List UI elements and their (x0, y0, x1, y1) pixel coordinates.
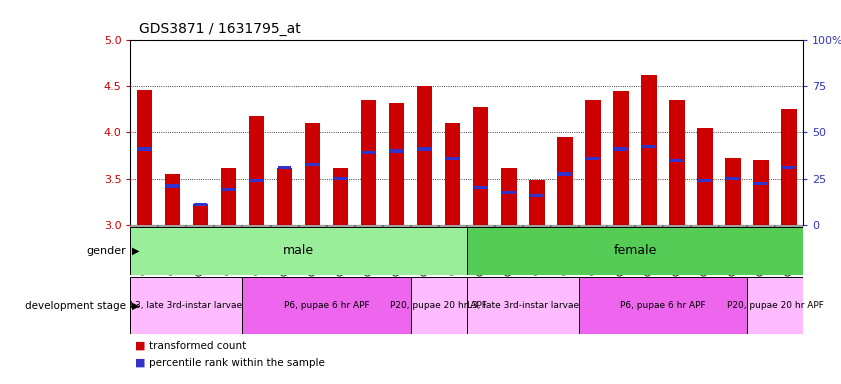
Bar (242, 225, 271, 227)
Bar (529, 180, 544, 225)
Bar (445, 123, 460, 225)
Bar (214, 225, 242, 227)
Bar (558, 172, 572, 175)
Bar (747, 225, 775, 227)
Bar (304, 123, 320, 225)
Text: male: male (283, 245, 315, 257)
Bar (551, 225, 579, 227)
Text: P20, pupae 20 hr APF: P20, pupae 20 hr APF (390, 301, 487, 310)
Bar (747, 277, 803, 334)
Bar (473, 107, 489, 225)
Bar (410, 277, 467, 334)
Bar (383, 225, 410, 227)
Bar (719, 225, 747, 227)
Bar (557, 137, 573, 225)
Text: female: female (613, 245, 657, 257)
Bar (136, 90, 152, 225)
Bar (130, 227, 467, 275)
Bar (502, 191, 516, 194)
Bar (607, 225, 635, 227)
Bar (467, 277, 579, 334)
Bar (586, 157, 600, 160)
Bar (362, 151, 376, 154)
Bar (305, 163, 320, 166)
Text: gender: gender (87, 246, 126, 256)
Bar (467, 227, 803, 275)
Text: L3, late 3rd-instar larvae: L3, late 3rd-instar larvae (130, 301, 242, 310)
Bar (165, 174, 180, 225)
Bar (691, 225, 719, 227)
Bar (193, 203, 208, 206)
Bar (635, 225, 663, 227)
Bar (389, 103, 405, 225)
Bar (389, 149, 404, 152)
Bar (193, 204, 208, 225)
Bar (530, 194, 544, 197)
Text: percentile rank within the sample: percentile rank within the sample (149, 358, 325, 368)
Bar (439, 225, 467, 227)
Bar (670, 159, 684, 162)
Bar (410, 225, 439, 227)
Text: GDS3871 / 1631795_at: GDS3871 / 1631795_at (139, 23, 300, 36)
Bar (641, 75, 657, 225)
Bar (754, 182, 768, 185)
Bar (473, 186, 488, 189)
Bar (334, 177, 347, 180)
Bar (775, 225, 803, 227)
Bar (467, 225, 495, 227)
Text: P6, pupae 6 hr APF: P6, pupae 6 hr APF (283, 301, 369, 310)
Bar (361, 100, 376, 225)
Bar (417, 86, 432, 225)
Bar (669, 100, 685, 225)
Bar (613, 91, 628, 225)
Text: P20, pupae 20 hr APF: P20, pupae 20 hr APF (727, 301, 823, 310)
Bar (782, 166, 796, 169)
Bar (326, 225, 355, 227)
Bar (446, 157, 460, 160)
Bar (579, 225, 607, 227)
Bar (166, 184, 179, 187)
Bar (726, 177, 740, 180)
Bar (585, 100, 600, 225)
Text: L3, late 3rd-instar larvae: L3, late 3rd-instar larvae (467, 301, 579, 310)
Bar (242, 277, 410, 334)
Bar (220, 167, 236, 225)
Bar (495, 225, 523, 227)
Bar (501, 167, 516, 225)
Bar (663, 225, 691, 227)
Bar (725, 158, 741, 225)
Bar (579, 277, 747, 334)
Text: P6, pupae 6 hr APF: P6, pupae 6 hr APF (620, 301, 706, 310)
Text: development stage: development stage (25, 301, 126, 311)
Bar (221, 188, 235, 191)
Text: transformed count: transformed count (149, 341, 246, 351)
Bar (614, 147, 628, 151)
Bar (781, 109, 796, 225)
Bar (271, 225, 299, 227)
Bar (130, 277, 242, 334)
Text: ▶: ▶ (132, 301, 140, 311)
Bar (137, 147, 151, 151)
Bar (333, 167, 348, 225)
Bar (642, 145, 656, 148)
Bar (698, 179, 712, 182)
Text: ■: ■ (135, 358, 145, 368)
Bar (418, 147, 431, 151)
Bar (187, 225, 214, 227)
Bar (249, 116, 264, 225)
Bar (277, 167, 292, 225)
Bar (299, 225, 326, 227)
Bar (355, 225, 383, 227)
Bar (697, 128, 712, 225)
Bar (250, 179, 263, 182)
Text: ▶: ▶ (132, 246, 140, 256)
Bar (754, 160, 769, 225)
Bar (158, 225, 187, 227)
Bar (130, 225, 158, 227)
Bar (278, 166, 292, 169)
Text: ■: ■ (135, 341, 145, 351)
Bar (523, 225, 551, 227)
